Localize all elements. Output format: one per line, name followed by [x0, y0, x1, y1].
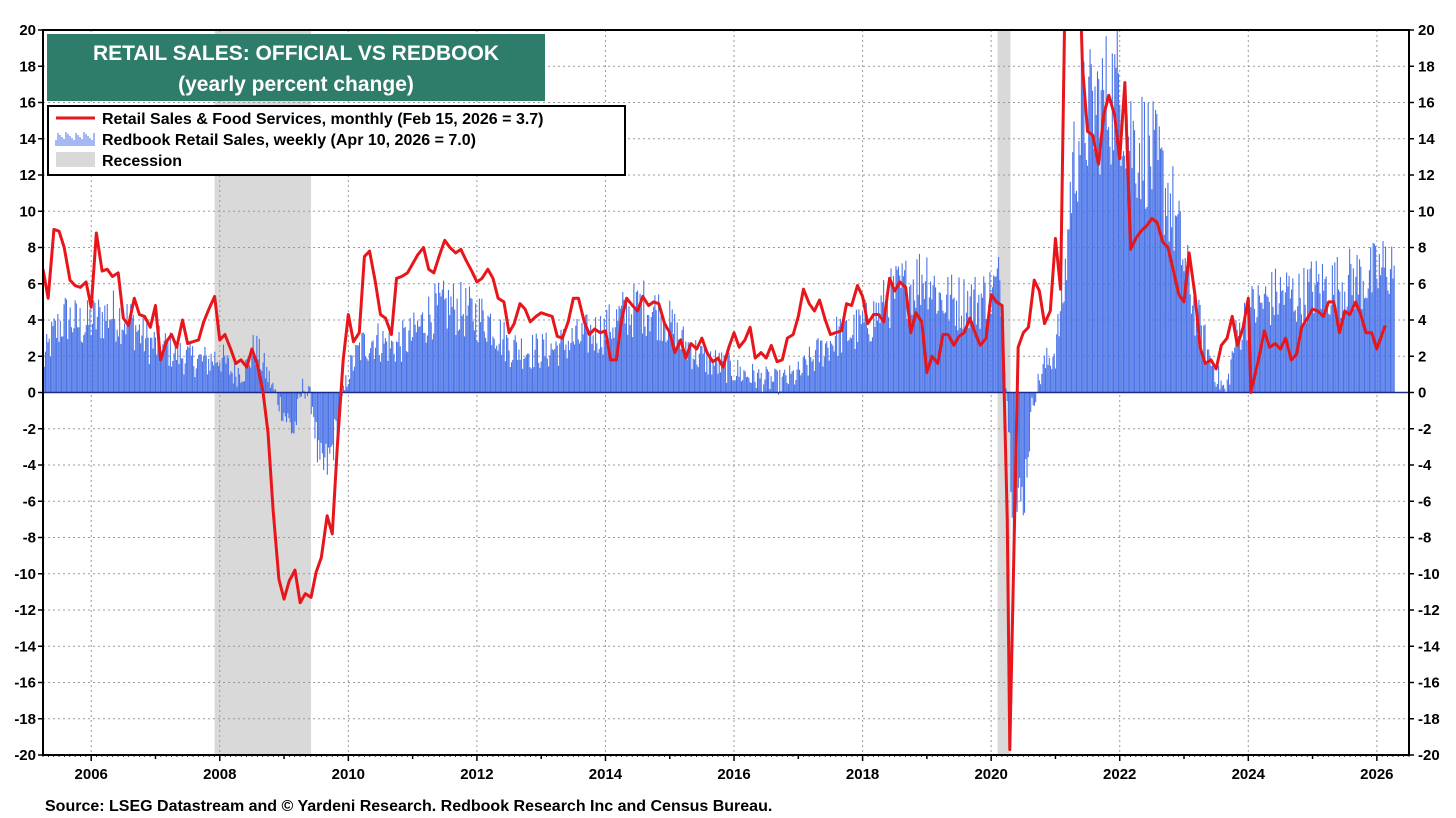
y-tick-label-right: -18 [1418, 711, 1440, 728]
y-tick-label-left: 10 [19, 203, 36, 220]
chart-title: RETAIL SALES: OFFICIAL VS REDBOOK [93, 42, 499, 65]
x-tick-label: 2008 [203, 766, 236, 783]
y-tick-label-right: 12 [1418, 167, 1435, 184]
legend-redbook-label: Redbook Retail Sales, weekly (Apr 10, 20… [102, 132, 476, 149]
y-tick-label-left: -14 [14, 638, 36, 655]
y-tick-label-left: 4 [28, 312, 37, 329]
legend-box [47, 105, 626, 176]
y-tick-label-right: 16 [1418, 95, 1435, 112]
legend: Retail Sales & Food Services, monthly (F… [47, 105, 626, 176]
chart-subtitle: (yearly percent change) [178, 73, 414, 96]
y-tick-label-right: -20 [1418, 747, 1440, 764]
x-tick-label: 2016 [717, 766, 750, 783]
y-tick-label-right: -12 [1418, 602, 1440, 619]
x-tick-label: 2006 [75, 766, 108, 783]
source-note: Source: LSEG Datastream and © Yardeni Re… [45, 798, 772, 815]
y-tick-label-left: -4 [23, 457, 37, 474]
title-box: RETAIL SALES: OFFICIAL VS REDBOOK (yearl… [47, 34, 545, 101]
y-tick-label-right: 4 [1418, 312, 1427, 329]
x-tick-label: 2026 [1360, 766, 1393, 783]
y-tick-label-left: 18 [19, 58, 36, 75]
x-tick-label: 2022 [1103, 766, 1136, 783]
redbook-bars-layer [43, 30, 1395, 542]
retail-sales-line [43, 30, 1387, 752]
y-tick-label-left: 6 [28, 276, 36, 293]
legend-retail-label: Retail Sales & Food Services, monthly (F… [102, 111, 544, 128]
y-tick-label-right: -14 [1418, 638, 1440, 655]
y-tick-label-right: -2 [1418, 421, 1431, 438]
y-tick-label-right: -6 [1418, 493, 1431, 510]
y-tick-label-right: 10 [1418, 203, 1435, 220]
y-tick-label-left: -10 [14, 566, 36, 583]
legend-recession-label: Recession [102, 153, 182, 170]
y-tick-label-left: 16 [19, 95, 36, 112]
x-tick-label: 2012 [460, 766, 493, 783]
x-tick-label: 2020 [974, 766, 1007, 783]
y-tick-label-left: -2 [23, 421, 36, 438]
y-tick-label-right: -4 [1418, 457, 1432, 474]
y-tick-label-right: -8 [1418, 530, 1431, 547]
y-tick-label-left: -6 [23, 493, 36, 510]
y-tick-label-left: 20 [19, 22, 36, 39]
x-tick-label: 2014 [589, 766, 623, 783]
retail-line-layer [43, 30, 1387, 752]
y-tick-label-left: 0 [28, 385, 36, 402]
y-tick-label-left: -12 [14, 602, 36, 619]
x-tick-label: 2010 [332, 766, 365, 783]
y-tick-label-left: -8 [23, 530, 36, 547]
x-tick-label: 2018 [846, 766, 879, 783]
y-tick-label-right: 6 [1418, 276, 1426, 293]
y-tick-label-right: 20 [1418, 22, 1435, 39]
y-tick-label-left: -18 [14, 711, 36, 728]
y-tick-label-right: 2 [1418, 348, 1426, 365]
legend-recession-swatch [56, 152, 95, 167]
y-tick-label-right: 8 [1418, 240, 1426, 257]
y-tick-label-right: -16 [1418, 675, 1440, 692]
y-tick-label-left: 2 [28, 348, 36, 365]
y-tick-label-left: -16 [14, 675, 36, 692]
x-tick-label: 2024 [1232, 766, 1266, 783]
y-tick-label-right: 0 [1418, 385, 1426, 402]
y-tick-label-right: 18 [1418, 58, 1435, 75]
y-tick-label-left: 14 [19, 131, 36, 148]
y-tick-label-right: 14 [1418, 131, 1435, 148]
y-tick-label-left: 8 [28, 240, 36, 257]
title-background [47, 34, 545, 101]
legend-redbook-swatch [55, 132, 95, 146]
y-tick-label-left: -20 [14, 747, 36, 764]
axis-layer: -20 -20-18 -18-16 -16-14 -14-12 -12-10 -10-8 -8… [14, 22, 1440, 783]
y-tick-label-right: -10 [1418, 566, 1440, 583]
y-tick-label-left: 12 [19, 167, 36, 184]
